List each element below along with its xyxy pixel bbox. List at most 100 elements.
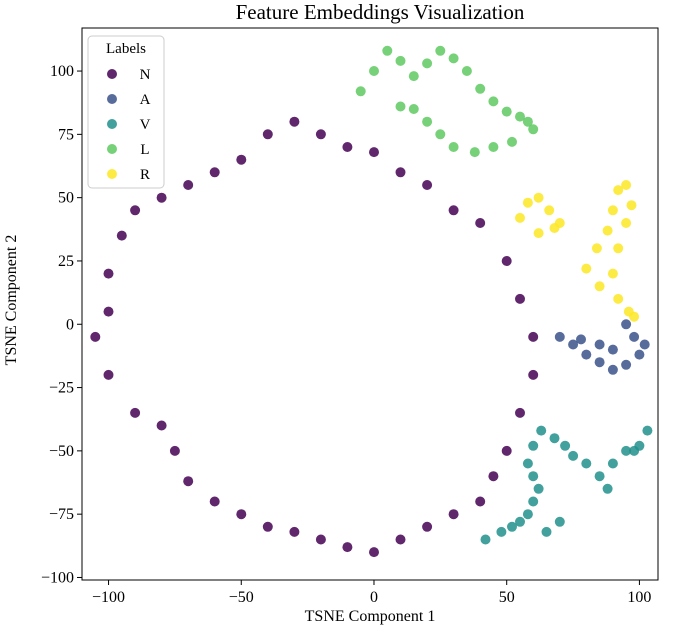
data-point bbox=[642, 425, 653, 436]
plot-area-frame bbox=[81, 27, 659, 581]
data-point bbox=[103, 306, 114, 317]
data-point bbox=[408, 104, 419, 114]
data-point bbox=[541, 526, 552, 537]
ticks-layer: −100 −50 0 50 100 −100 −75 −50 −25 0 25 50 75 100 bbox=[41, 63, 651, 606]
data-point bbox=[488, 142, 499, 152]
data-point bbox=[315, 129, 326, 140]
data-point bbox=[533, 228, 544, 239]
data-point bbox=[607, 205, 618, 216]
data-point bbox=[103, 369, 114, 380]
legend-marker bbox=[107, 69, 117, 79]
data-point bbox=[475, 218, 486, 228]
data-point bbox=[607, 458, 618, 469]
data-point bbox=[169, 445, 180, 456]
data-point bbox=[496, 526, 507, 537]
legend-marker bbox=[107, 94, 117, 104]
data-point bbox=[621, 445, 632, 456]
data-point bbox=[629, 311, 640, 322]
data-point bbox=[528, 440, 539, 451]
data-point bbox=[209, 167, 220, 178]
data-point bbox=[533, 483, 544, 494]
legend-title: Labels bbox=[106, 41, 146, 57]
data-point bbox=[581, 349, 592, 360]
data-point bbox=[103, 268, 114, 279]
data-point bbox=[289, 526, 300, 537]
data-point bbox=[469, 147, 480, 158]
data-point bbox=[602, 483, 613, 494]
data-point bbox=[422, 116, 433, 127]
y-tick-label: 100 bbox=[50, 63, 74, 80]
data-point bbox=[621, 218, 632, 228]
data-point bbox=[515, 407, 525, 418]
data-point bbox=[461, 66, 472, 76]
legend-label: A bbox=[140, 92, 151, 108]
data-point bbox=[156, 420, 167, 431]
data-point bbox=[395, 167, 406, 178]
x-tick-label: −50 bbox=[229, 589, 254, 606]
data-point bbox=[422, 521, 433, 532]
data-point bbox=[639, 339, 650, 350]
x-tick-label: 100 bbox=[627, 589, 651, 606]
data-point bbox=[621, 319, 632, 330]
data-point bbox=[488, 96, 499, 107]
data-point bbox=[594, 357, 605, 368]
data-point bbox=[90, 331, 101, 342]
data-point bbox=[602, 225, 613, 236]
data-point bbox=[130, 407, 141, 418]
data-point bbox=[528, 496, 539, 507]
data-point bbox=[355, 86, 366, 97]
data-point bbox=[533, 192, 544, 203]
y-tick-label: −25 bbox=[49, 380, 74, 397]
data-point bbox=[448, 53, 459, 64]
chart-title: Feature Embeddings Visualization bbox=[236, 0, 525, 24]
series-a bbox=[554, 319, 650, 375]
data-point bbox=[528, 369, 539, 380]
data-point bbox=[536, 425, 547, 436]
data-point bbox=[607, 268, 618, 279]
data-point bbox=[576, 334, 586, 345]
series-n bbox=[90, 116, 539, 558]
data-point bbox=[262, 129, 273, 140]
data-point bbox=[522, 509, 533, 520]
series-l bbox=[355, 45, 539, 158]
y-tick-label: −50 bbox=[49, 443, 74, 460]
data-point bbox=[515, 293, 525, 304]
data-point bbox=[522, 197, 533, 208]
data-point bbox=[554, 516, 565, 527]
data-point bbox=[528, 331, 539, 342]
data-point bbox=[629, 445, 640, 456]
legend-label: L bbox=[140, 142, 149, 158]
series-v bbox=[480, 425, 653, 545]
data-point bbox=[621, 359, 632, 370]
data-point bbox=[448, 509, 459, 520]
data-point bbox=[568, 450, 579, 461]
data-point bbox=[626, 200, 637, 211]
legend-marker bbox=[107, 169, 117, 179]
data-point bbox=[613, 293, 624, 304]
data-point bbox=[594, 281, 605, 292]
data-point bbox=[629, 331, 640, 342]
data-point bbox=[568, 339, 579, 350]
data-point bbox=[613, 185, 624, 196]
data-point bbox=[528, 124, 539, 135]
data-point bbox=[435, 129, 446, 140]
data-point bbox=[634, 349, 645, 360]
data-point bbox=[475, 83, 486, 94]
data-point bbox=[501, 106, 512, 117]
legend-marker bbox=[107, 119, 117, 129]
x-axis-label: TSNE Component 1 bbox=[305, 608, 436, 625]
data-point bbox=[581, 458, 592, 469]
legend-label: R bbox=[140, 167, 150, 183]
data-point bbox=[507, 521, 517, 532]
data-point bbox=[607, 344, 618, 355]
data-point bbox=[342, 142, 353, 152]
data-point bbox=[544, 205, 555, 216]
data-point bbox=[395, 101, 406, 112]
data-point bbox=[236, 154, 247, 165]
y-tick-label: −75 bbox=[49, 506, 74, 523]
data-point bbox=[289, 116, 300, 127]
data-point bbox=[528, 471, 539, 482]
